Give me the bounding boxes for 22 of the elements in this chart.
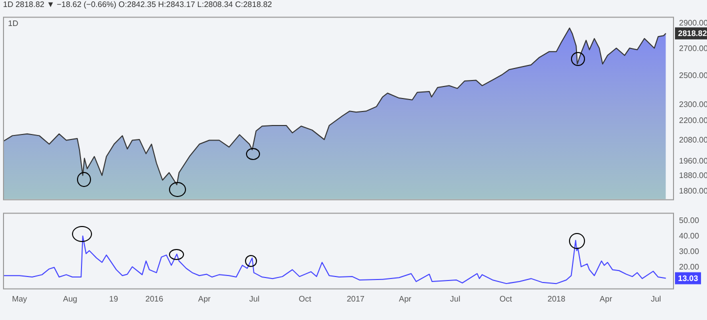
x-tick-label: Jul bbox=[450, 294, 460, 304]
x-tick-label: Apr bbox=[600, 294, 612, 304]
y-tick-label: 50.00 bbox=[679, 216, 700, 225]
x-tick-label: Apr bbox=[398, 294, 412, 304]
y-tick-label: 30.00 bbox=[679, 246, 700, 256]
x-tick-label: Oct bbox=[298, 294, 312, 304]
x-tick-label: Jul bbox=[249, 294, 260, 304]
x-tick-label: Oct bbox=[500, 294, 513, 304]
x-tick-label: May bbox=[12, 294, 28, 304]
x-tick-label: 19 bbox=[109, 294, 119, 304]
x-tick-label: Aug bbox=[62, 294, 78, 304]
x-tick-label: Jul bbox=[650, 294, 662, 304]
data-label: 2818.82 bbox=[678, 29, 707, 38]
data-label: 13.03 bbox=[678, 274, 699, 283]
x-tick-label: Apr bbox=[198, 294, 211, 304]
y-tick-label: 40.00 bbox=[679, 231, 700, 240]
chart-title: 1D bbox=[8, 19, 18, 28]
chart-subtitle: 1D 2818.82 ▼ −18.62 (−0.66%) O:2842.35 H:2843.17 L:2808.34 C:2818.82 bbox=[3, 0, 272, 9]
x-tick-label: 2017 bbox=[346, 294, 366, 304]
y-tick-label: 20.00 bbox=[679, 262, 700, 272]
x-tick-label: 2016 bbox=[145, 294, 164, 304]
x-tick-label: 2018 bbox=[547, 294, 566, 304]
